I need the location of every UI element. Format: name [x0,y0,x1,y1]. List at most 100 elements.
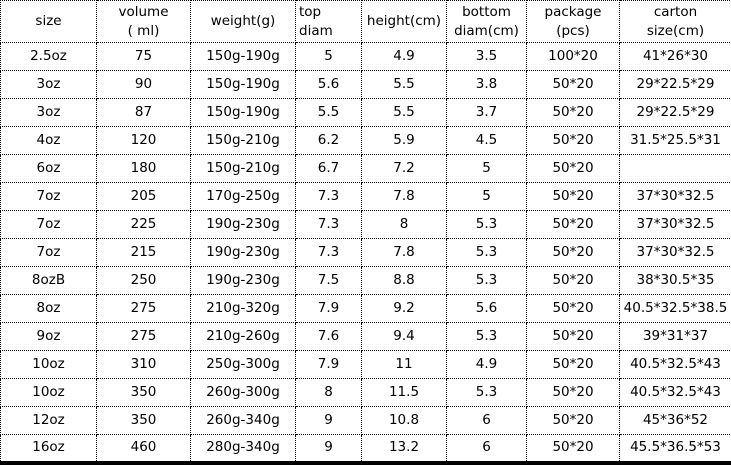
table-cell-volume: 225 [96,210,191,239]
table-cell-size: 4oz [0,126,97,155]
table-cell-package: 50*20 [526,70,620,99]
table-cell-carton: 29*22.5*29 [619,98,731,127]
header-cell-size: size [0,0,97,43]
table-cell-bottom-diam: 3.7 [446,98,527,127]
table-cell-height: 10.8 [361,406,447,435]
table-cell-package: 100*20 [526,42,620,71]
table-cell-carton: 39*31*37 [619,322,731,351]
table-cell-size: 12oz [0,406,97,435]
table-cell-weight: 250g-300g [190,350,296,379]
table-body: 2.5oz 75 150g-190g 5 4.9 3.5 100*20 41*26*30 3oz… [0,42,731,463]
table-cell-bottom-diam: 5 [446,154,527,183]
table-cell-height: 13.2 [361,434,447,463]
table-row: 10oz 350 260g-300g 8 11.5 5.3 50*20 40.5*32.5*4… [0,378,731,407]
table-cell-weight: 150g-190g [190,98,296,127]
table-row: 8oz 275 210g-320g 7.9 9.2 5.6 50*20 40.5*32.5*3… [0,294,731,323]
table-cell-top-diam: 7.6 [295,322,362,351]
table-cell-height: 9.4 [361,322,447,351]
table-row: 12oz 350 260g-340g 9 10.8 6 50*20 45*36*52 [0,406,731,435]
table-cell-carton: 45.5*36.5*53 [619,434,731,463]
table-cell-bottom-diam: 6 [446,406,527,435]
table-cell-bottom-diam: 5.6 [446,294,527,323]
table-row: 10oz 310 250g-300g 7.9 11 4.9 50*20 40.5*32.5*4… [0,350,731,379]
table-cell-size: 8ozB [0,266,97,295]
table-cell-weight: 170g-250g [190,182,296,211]
table-cell-volume: 120 [96,126,191,155]
table-cell-height: 7.8 [361,182,447,211]
table-cell-weight: 260g-300g [190,378,296,407]
table-cell-package: 50*20 [526,210,620,239]
table-cell-size: 10oz [0,378,97,407]
table-cell-carton: 37*30*32.5 [619,238,731,267]
table-row: 4oz 120 150g-210g 6.2 5.9 4.5 50*20 31.5*25.5*3… [0,126,731,155]
table-cell-volume: 350 [96,378,191,407]
table-cell-top-diam: 9 [295,406,362,435]
table-cell-package: 50*20 [526,294,620,323]
table-cell-package: 50*20 [526,434,620,463]
table-cell-bottom-diam: 5.3 [446,238,527,267]
header-cell-carton: carton size(cm) [619,0,731,43]
header-cell-package: package (pcs) [526,0,620,43]
table-cell-size: 8oz [0,294,97,323]
table-cell-volume: 310 [96,350,191,379]
table-cell-carton: 38*30.5*35 [619,266,731,295]
table-cell-package: 50*20 [526,126,620,155]
table-row: 7oz 205 170g-250g 7.3 7.8 5 50*20 37*30*32.5 [0,182,731,211]
table-cell-package: 50*20 [526,378,620,407]
table-header: size volume( ml) weight(g) top diam height(cm… [0,0,731,43]
table-cell-volume: 350 [96,406,191,435]
table-cell-height: 4.9 [361,42,447,71]
table-cell-carton: 40.5*32.5*38.5 [619,294,731,323]
table-cell-height: 5.5 [361,70,447,99]
table-cell-top-diam: 7.9 [295,350,362,379]
table-cell-height: 8.8 [361,266,447,295]
table-row: 6oz 180 150g-210g 6.7 7.2 5 50*20 [0,154,731,183]
table-cell-top-diam: 7.3 [295,182,362,211]
table-cell-top-diam: 6.2 [295,126,362,155]
table-cell-size: 16oz [0,434,97,463]
table-cell-height: 8 [361,210,447,239]
table-row: 8ozB 250 190g-230g 7.5 8.8 5.3 50*20 38*30.5*35 [0,266,731,295]
table-cell-height: 7.8 [361,238,447,267]
table-cell-carton: 40.5*32.5*43 [619,350,731,379]
table-cell-top-diam: 5.5 [295,98,362,127]
table-cell-size: 6oz [0,154,97,183]
table-cell-bottom-diam: 3.5 [446,42,527,71]
table-cell-weight: 280g-340g [190,434,296,463]
table-cell-top-diam: 7.5 [295,266,362,295]
table-cell-volume: 275 [96,322,191,351]
table-cell-volume: 90 [96,70,191,99]
table-cell-package: 50*20 [526,98,620,127]
table-cell-height: 11.5 [361,378,447,407]
table-cell-carton: 40.5*32.5*43 [619,378,731,407]
table-cell-weight: 260g-340g [190,406,296,435]
table-cell-carton [619,154,731,183]
table-cell-size: 9oz [0,322,97,351]
table-cell-size: 2.5oz [0,42,97,71]
table-cell-weight: 190g-230g [190,210,296,239]
table-cell-bottom-diam: 5.3 [446,266,527,295]
table-cell-bottom-diam: 4.9 [446,350,527,379]
table-cell-size: 7oz [0,182,97,211]
table-row: 16oz 460 280g-340g 9 13.2 6 50*20 45.5*36.5*53 [0,434,731,463]
table-cell-package: 50*20 [526,154,620,183]
table-cell-height: 9.2 [361,294,447,323]
table-cell-size: 3oz [0,98,97,127]
table-cell-package: 50*20 [526,350,620,379]
table-cell-bottom-diam: 4.5 [446,126,527,155]
table-cell-top-diam: 9 [295,434,362,463]
table-cell-size: 7oz [0,238,97,267]
header-cell-height: height(cm) [361,0,447,43]
table-cell-package: 50*20 [526,406,620,435]
table-cell-carton: 29*22.5*29 [619,70,731,99]
table-cell-height: 5.9 [361,126,447,155]
header-cell-bottom-diam: bottom diam(cm) [446,0,527,43]
table-cell-package: 50*20 [526,266,620,295]
table-cell-height: 5.5 [361,98,447,127]
table-cell-weight: 210g-260g [190,322,296,351]
table-cell-top-diam: 6.7 [295,154,362,183]
table-cell-weight: 150g-190g [190,42,296,71]
table-cell-carton: 37*30*32.5 [619,210,731,239]
table-cell-carton: 37*30*32.5 [619,182,731,211]
